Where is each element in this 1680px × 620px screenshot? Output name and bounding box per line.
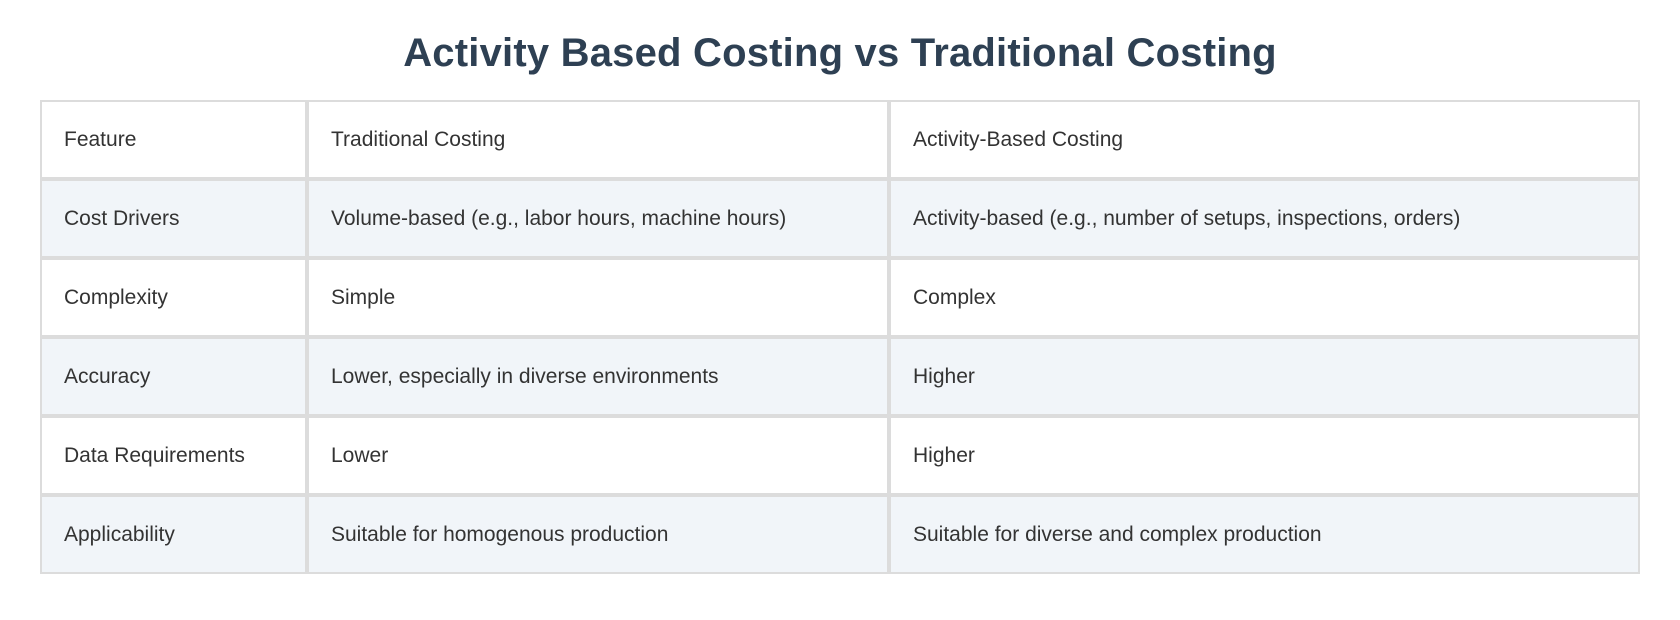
cell-complexity-traditional: Simple: [309, 260, 887, 336]
cell-complexity-abc: Complex: [891, 260, 1638, 336]
cell-applicability-abc: Suitable for diverse and complex product…: [891, 497, 1638, 573]
header-cell-activity-based-costing: Activity-Based Costing: [891, 102, 1638, 178]
cell-applicability-label: Applicability: [42, 497, 305, 573]
cell-data-requirements-abc: Higher: [891, 418, 1638, 494]
comparison-table: Feature Traditional Costing Activity-Bas…: [40, 100, 1640, 575]
cell-accuracy-traditional: Lower, especially in diverse environment…: [309, 339, 887, 415]
cell-data-requirements-traditional: Lower: [309, 418, 887, 494]
cell-cost-drivers-abc: Activity-based (e.g., number of setups, …: [891, 181, 1638, 257]
cell-accuracy-abc: Higher: [891, 339, 1638, 415]
page-title: Activity Based Costing vs Traditional Co…: [403, 31, 1277, 75]
header-cell-traditional-costing: Traditional Costing: [309, 102, 887, 178]
cell-cost-drivers-label: Cost Drivers: [42, 181, 305, 257]
cell-complexity-label: Complexity: [42, 260, 305, 336]
cell-accuracy-label: Accuracy: [42, 339, 305, 415]
cell-data-requirements-label: Data Requirements: [42, 418, 305, 494]
cell-cost-drivers-traditional: Volume-based (e.g., labor hours, machine…: [309, 181, 887, 257]
cell-applicability-traditional: Suitable for homogenous production: [309, 497, 887, 573]
header-cell-feature: Feature: [42, 102, 305, 178]
